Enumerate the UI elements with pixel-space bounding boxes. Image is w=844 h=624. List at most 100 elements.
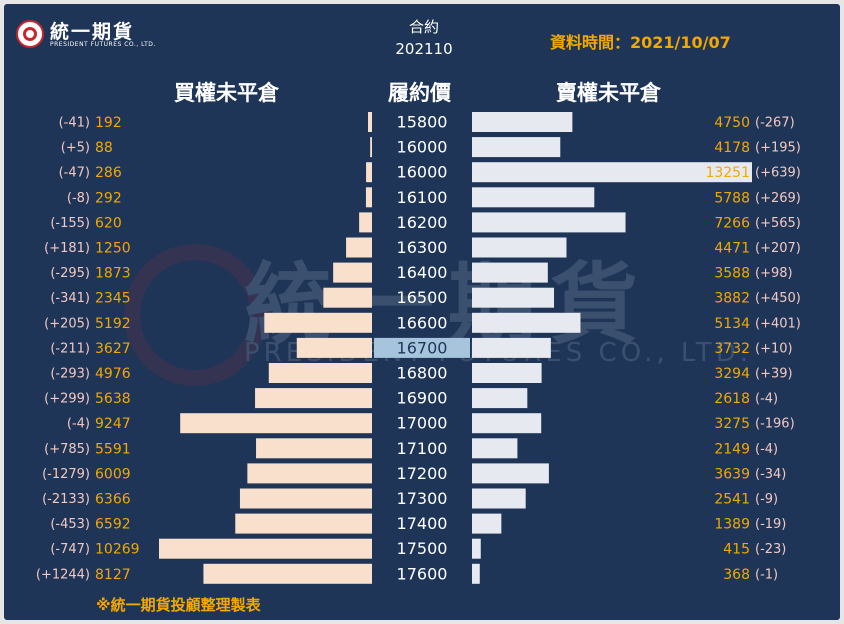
put-change-label: (+207) bbox=[755, 241, 801, 256]
put-bar bbox=[472, 313, 580, 333]
call-bar bbox=[256, 438, 372, 458]
call-change-label: (-341) bbox=[50, 291, 90, 306]
put-value-label: 3294 bbox=[714, 366, 750, 382]
put-value-label: 2149 bbox=[714, 441, 750, 457]
put-change-label: (+565) bbox=[755, 216, 801, 231]
strike-label: 16000 bbox=[397, 163, 448, 182]
call-bar bbox=[370, 137, 372, 157]
put-value-label: 368 bbox=[723, 567, 750, 583]
strike-label: 16900 bbox=[397, 389, 448, 408]
strike-label: 16100 bbox=[397, 188, 448, 207]
put-change-label: (-4) bbox=[755, 442, 778, 457]
put-bar bbox=[472, 489, 526, 509]
put-change-label: (+401) bbox=[755, 316, 801, 331]
put-bar bbox=[472, 263, 548, 283]
call-bar bbox=[247, 463, 372, 483]
call-bar bbox=[366, 187, 372, 207]
call-value-label: 192 bbox=[95, 115, 122, 131]
call-change-label: (+1244) bbox=[36, 567, 90, 582]
strike-label: 15800 bbox=[397, 113, 448, 132]
put-value-label: 3588 bbox=[714, 266, 750, 282]
put-change-label: (-23) bbox=[755, 542, 786, 557]
call-bar bbox=[368, 112, 372, 132]
put-bar bbox=[472, 238, 566, 258]
put-change-label: (+10) bbox=[755, 341, 793, 356]
put-bar bbox=[472, 288, 554, 308]
call-value-label: 1873 bbox=[95, 266, 131, 282]
call-change-label: (-453) bbox=[50, 517, 90, 532]
call-change-label: (+299) bbox=[44, 392, 90, 407]
call-value-label: 5591 bbox=[95, 441, 131, 457]
call-bar bbox=[235, 514, 372, 534]
strike-label: 16000 bbox=[397, 138, 448, 157]
put-bar bbox=[472, 413, 541, 433]
put-bar bbox=[472, 514, 501, 534]
call-bar bbox=[333, 263, 372, 283]
open-interest-chart: 15800 (-41) 192 4750 (-267) 16000 (+5) 88 4178 (+… bbox=[4, 4, 840, 620]
call-value-label: 4976 bbox=[95, 366, 131, 382]
put-bar bbox=[472, 438, 517, 458]
call-change-label: (-295) bbox=[50, 266, 90, 281]
call-change-label: (+205) bbox=[44, 316, 90, 331]
strike-label: 17400 bbox=[397, 514, 448, 533]
call-change-label: (+5) bbox=[61, 141, 90, 156]
call-change-label: (-47) bbox=[59, 166, 90, 181]
call-value-label: 5638 bbox=[95, 391, 131, 407]
put-bar bbox=[472, 112, 572, 132]
call-value-label: 3627 bbox=[95, 341, 131, 357]
call-bar bbox=[366, 162, 372, 182]
strike-label: 16200 bbox=[397, 213, 448, 232]
footnote: ※統一期貨投顧整理製表 bbox=[96, 594, 261, 615]
strike-label: 16300 bbox=[397, 238, 448, 257]
call-value-label: 286 bbox=[95, 165, 122, 181]
strike-label: 17100 bbox=[397, 439, 448, 458]
put-change-label: (+39) bbox=[755, 367, 793, 382]
put-bar bbox=[472, 363, 542, 383]
put-value-label: 2541 bbox=[714, 492, 750, 508]
call-bar bbox=[346, 238, 372, 258]
put-change-label: (+450) bbox=[755, 291, 801, 306]
strike-label: 17600 bbox=[397, 564, 448, 583]
call-bar bbox=[269, 363, 372, 383]
put-bar bbox=[472, 388, 527, 408]
put-value-label: 4178 bbox=[714, 140, 750, 156]
call-value-label: 6366 bbox=[95, 492, 131, 508]
call-value-label: 9247 bbox=[95, 416, 131, 432]
call-bar bbox=[255, 388, 372, 408]
call-value-label: 5192 bbox=[95, 316, 131, 332]
put-value-label: 5134 bbox=[714, 316, 750, 332]
put-value-label: 3639 bbox=[714, 466, 750, 482]
call-change-label: (-155) bbox=[50, 216, 90, 231]
put-bar bbox=[472, 463, 549, 483]
call-value-label: 6592 bbox=[95, 517, 131, 533]
put-value-label: 3882 bbox=[714, 291, 750, 307]
call-bar bbox=[297, 338, 372, 358]
call-change-label: (-293) bbox=[50, 367, 90, 382]
put-value-label: 5788 bbox=[714, 190, 750, 206]
put-change-label: (-4) bbox=[755, 392, 778, 407]
call-bar bbox=[159, 539, 372, 559]
call-bar bbox=[359, 212, 372, 232]
strike-label: 17300 bbox=[397, 489, 448, 508]
put-value-label: 3732 bbox=[714, 341, 750, 357]
strike-label: 16800 bbox=[397, 364, 448, 383]
strike-label: 16500 bbox=[397, 288, 448, 307]
call-change-label: (-4) bbox=[67, 417, 90, 432]
put-bar bbox=[472, 338, 551, 358]
put-change-label: (-9) bbox=[755, 492, 778, 507]
call-change-label: (+785) bbox=[44, 442, 90, 457]
call-value-label: 620 bbox=[95, 215, 122, 231]
strike-label: 17000 bbox=[397, 414, 448, 433]
put-change-label: (-34) bbox=[755, 467, 786, 482]
put-change-label: (+195) bbox=[755, 141, 801, 156]
put-bar bbox=[472, 212, 626, 232]
call-bar bbox=[240, 489, 372, 509]
put-change-label: (+269) bbox=[755, 191, 801, 206]
call-change-label: (+181) bbox=[44, 241, 90, 256]
put-value-label: 3275 bbox=[714, 416, 750, 432]
call-value-label: 10269 bbox=[95, 542, 140, 558]
put-value-label: 1389 bbox=[714, 517, 750, 533]
call-bar bbox=[264, 313, 372, 333]
call-bar bbox=[323, 288, 372, 308]
call-change-label: (-2133) bbox=[42, 492, 90, 507]
